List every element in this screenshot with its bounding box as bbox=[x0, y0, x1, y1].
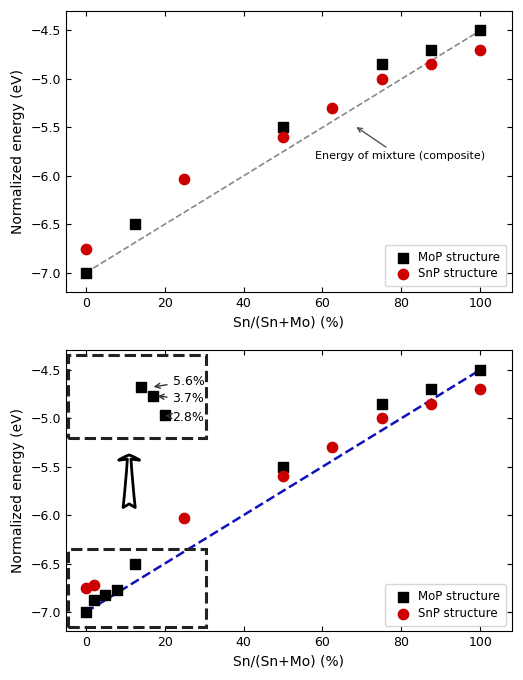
MoP structure bbox=[378, 59, 386, 70]
X-axis label: Sn/(Sn+Mo) (%): Sn/(Sn+Mo) (%) bbox=[233, 655, 345, 669]
MoP structure bbox=[279, 461, 287, 472]
SnP structure bbox=[427, 59, 435, 70]
SnP structure bbox=[279, 471, 287, 482]
Point bbox=[89, 595, 98, 606]
MoP structure bbox=[427, 384, 435, 394]
SnP structure bbox=[328, 442, 336, 453]
MoP structure bbox=[131, 558, 139, 569]
SnP structure bbox=[476, 384, 484, 394]
SnP structure bbox=[476, 44, 484, 55]
MoP structure bbox=[279, 122, 287, 133]
Point bbox=[137, 381, 145, 392]
Point bbox=[89, 579, 98, 590]
SnP structure bbox=[180, 173, 189, 184]
Y-axis label: Normalized energy (eV): Normalized energy (eV) bbox=[11, 69, 25, 234]
Text: 3.7%: 3.7% bbox=[159, 392, 204, 405]
Bar bbox=[68, 355, 206, 438]
MoP structure bbox=[131, 219, 139, 230]
Text: 5.6%: 5.6% bbox=[155, 375, 204, 388]
Point bbox=[161, 410, 169, 421]
Legend: MoP structure, SnP structure: MoP structure, SnP structure bbox=[385, 584, 506, 626]
Point bbox=[149, 390, 157, 401]
SnP structure bbox=[82, 243, 90, 254]
Point bbox=[113, 584, 121, 595]
SnP structure bbox=[279, 132, 287, 143]
MoP structure bbox=[476, 364, 484, 375]
SnP structure bbox=[82, 583, 90, 594]
Point bbox=[101, 589, 110, 600]
Text: Energy of mixture (composite): Energy of mixture (composite) bbox=[315, 128, 485, 161]
MoP structure bbox=[378, 398, 386, 409]
MoP structure bbox=[476, 25, 484, 36]
MoP structure bbox=[82, 607, 90, 617]
SnP structure bbox=[180, 513, 189, 524]
SnP structure bbox=[328, 103, 336, 114]
SnP structure bbox=[427, 398, 435, 409]
SnP structure bbox=[378, 413, 386, 424]
MoP structure bbox=[82, 267, 90, 278]
Y-axis label: Normalized energy (eV): Normalized energy (eV) bbox=[11, 409, 25, 573]
Legend: MoP structure, SnP structure: MoP structure, SnP structure bbox=[385, 245, 506, 286]
MoP structure bbox=[427, 44, 435, 55]
X-axis label: Sn/(Sn+Mo) (%): Sn/(Sn+Mo) (%) bbox=[233, 316, 345, 330]
Text: 2.8%: 2.8% bbox=[167, 411, 204, 424]
SnP structure bbox=[378, 73, 386, 84]
Bar bbox=[68, 549, 206, 627]
